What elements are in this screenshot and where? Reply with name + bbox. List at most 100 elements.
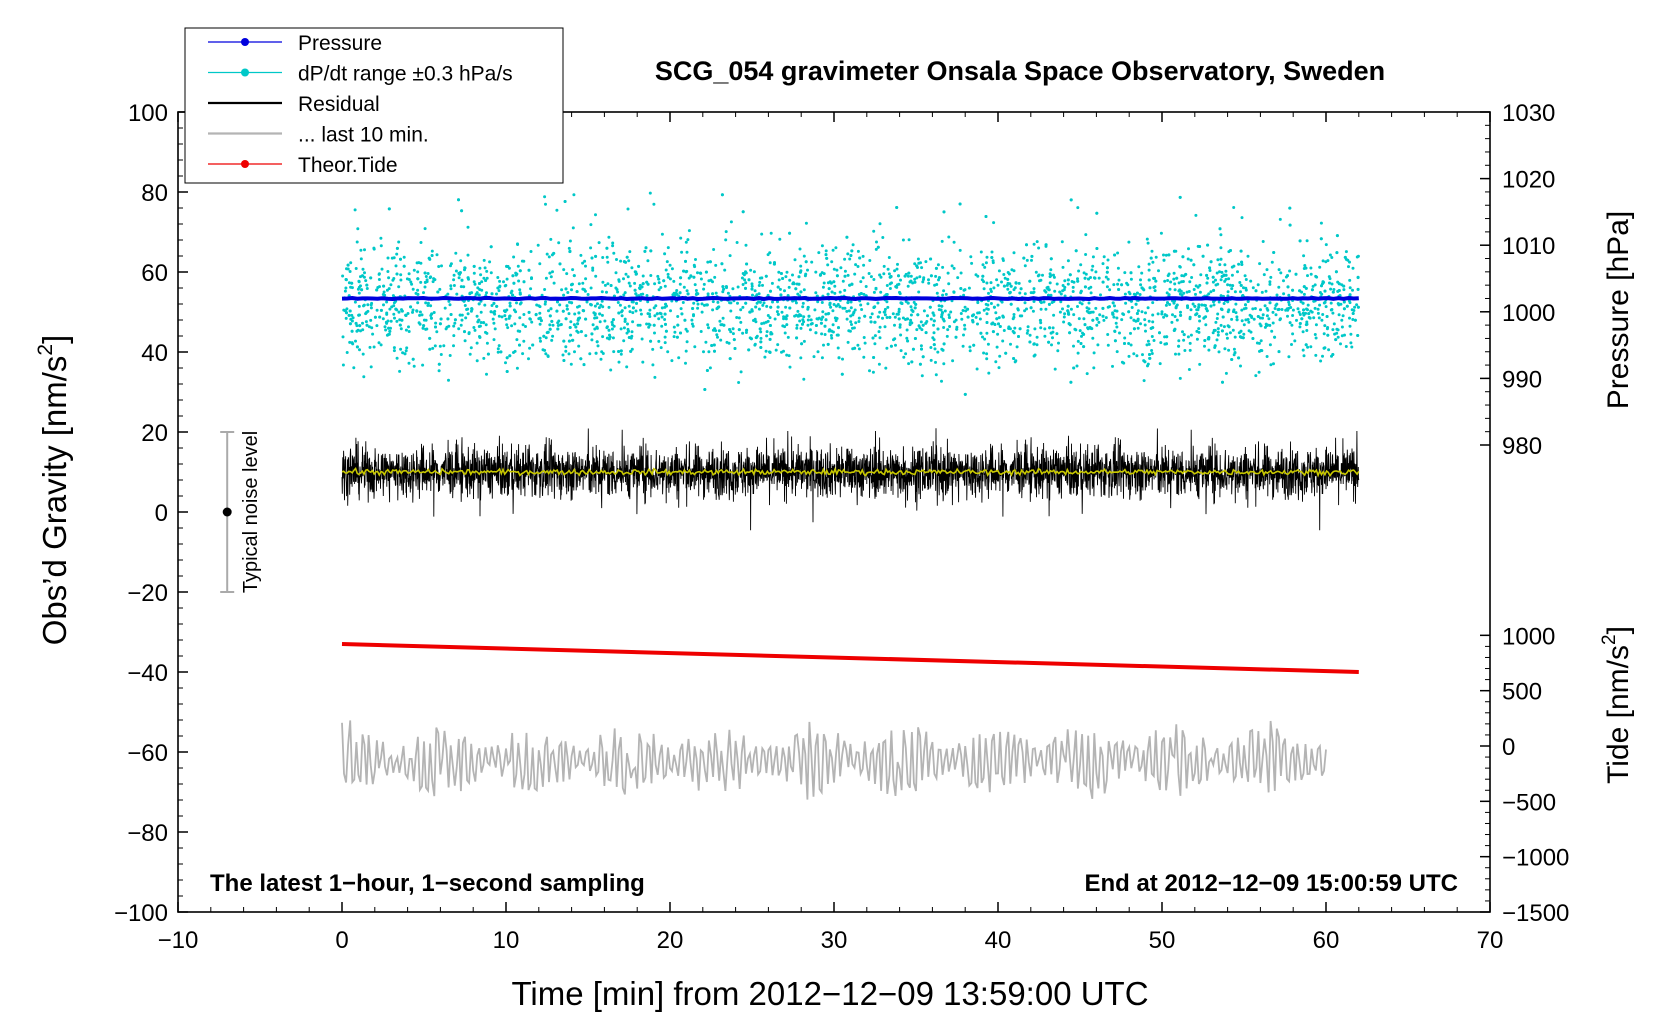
dpdt-point <box>675 289 679 292</box>
dpdt-point <box>830 290 834 294</box>
dpdt-point <box>1287 300 1291 304</box>
dpdt-point <box>1287 355 1291 359</box>
dpdt-point <box>942 210 946 214</box>
dpdt-point <box>508 301 512 305</box>
dpdt-point <box>1178 195 1182 199</box>
dpdt-point <box>872 356 876 359</box>
dpdt-point <box>678 291 682 295</box>
dpdt-point <box>1057 341 1060 345</box>
dpdt-point <box>1083 323 1087 327</box>
dpdt-point <box>446 292 450 296</box>
dpdt-point <box>1113 330 1117 333</box>
tide-axis-label: Tide [nm/s2] <box>1599 626 1635 784</box>
dpdt-point <box>985 357 989 361</box>
dpdt-point <box>787 285 791 289</box>
dpdt-point <box>1240 260 1244 264</box>
dpdt-point <box>1344 345 1348 348</box>
dpdt-point <box>511 274 515 278</box>
dpdt-point <box>1331 311 1335 315</box>
dpdt-point <box>630 347 634 351</box>
dpdt-point <box>472 280 476 284</box>
dpdt-point <box>1059 300 1063 304</box>
dpdt-point <box>1058 310 1062 314</box>
dpdt-point <box>390 305 394 309</box>
dpdt-point <box>457 327 461 331</box>
dpdt-point <box>1028 279 1032 283</box>
dpdt-point <box>838 290 842 294</box>
dpdt-point <box>859 292 863 295</box>
dpdt-point <box>411 357 415 361</box>
y-tick-label: 0 <box>155 500 168 527</box>
dpdt-point <box>729 309 733 313</box>
dpdt-point <box>568 326 572 329</box>
dpdt-point <box>817 316 821 320</box>
dpdt-point <box>490 304 494 307</box>
dpdt-point <box>472 264 476 268</box>
dpdt-point <box>718 319 722 323</box>
dpdt-point <box>1198 319 1202 323</box>
dpdt-point <box>1048 275 1052 279</box>
dpdt-point <box>1273 307 1277 310</box>
dpdt-point <box>646 312 650 316</box>
dpdt-point <box>702 287 706 291</box>
dpdt-point <box>721 285 725 289</box>
dpdt-point <box>893 323 896 327</box>
dpdt-point <box>1278 217 1282 221</box>
dpdt-point <box>549 275 553 279</box>
dpdt-point <box>837 356 841 360</box>
dpdt-point <box>1165 335 1169 339</box>
dpdt-point <box>1323 300 1327 304</box>
dpdt-point <box>781 277 785 280</box>
dpdt-point <box>469 346 473 350</box>
dpdt-point <box>715 333 719 337</box>
dpdt-point <box>1125 281 1129 285</box>
dpdt-point <box>882 310 886 314</box>
dpdt-point <box>849 254 853 257</box>
dpdt-point <box>395 246 399 250</box>
dpdt-point <box>372 345 376 349</box>
dpdt-point <box>744 331 748 334</box>
dpdt-point <box>791 273 794 277</box>
dpdt-point <box>624 272 628 276</box>
dpdt-point <box>899 349 903 353</box>
dpdt-point <box>1095 317 1099 320</box>
dpdt-point <box>885 316 889 319</box>
dpdt-point <box>1023 309 1027 313</box>
dpdt-point <box>693 345 697 349</box>
dpdt-point <box>745 262 749 266</box>
dpdt-point <box>1179 310 1182 314</box>
dpdt-point <box>1168 303 1172 306</box>
dpdt-point <box>384 320 388 324</box>
dpdt-point <box>567 352 571 356</box>
dpdt-point <box>1136 326 1140 330</box>
dpdt-point <box>728 357 732 361</box>
dpdt-point <box>803 274 807 278</box>
dpdt-point <box>1235 315 1239 319</box>
dpdt-point <box>659 286 663 289</box>
dpdt-point <box>1120 318 1124 322</box>
dpdt-point <box>550 338 554 342</box>
dpdt-point <box>1240 308 1244 312</box>
dpdt-point <box>760 232 764 236</box>
dpdt-point <box>776 285 780 289</box>
dpdt-point <box>438 287 442 291</box>
dpdt-point <box>1322 332 1326 336</box>
dpdt-point <box>1268 343 1272 347</box>
dpdt-point <box>355 240 359 244</box>
dpdt-point <box>831 323 835 327</box>
dpdt-point <box>1356 276 1360 280</box>
dpdt-point <box>1307 312 1311 316</box>
dpdt-point <box>1293 339 1297 343</box>
dpdt-point <box>720 262 724 266</box>
dpdt-point <box>1087 277 1090 281</box>
dpdt-point <box>1223 263 1227 267</box>
dpdt-point <box>836 346 840 350</box>
dpdt-point <box>660 324 664 328</box>
dpdt-point <box>353 208 357 212</box>
dpdt-point <box>518 288 522 292</box>
dpdt-point <box>348 309 352 313</box>
dpdt-point <box>363 271 366 275</box>
dpdt-point <box>848 283 852 287</box>
dpdt-point <box>577 282 581 286</box>
dpdt-point <box>653 314 657 318</box>
